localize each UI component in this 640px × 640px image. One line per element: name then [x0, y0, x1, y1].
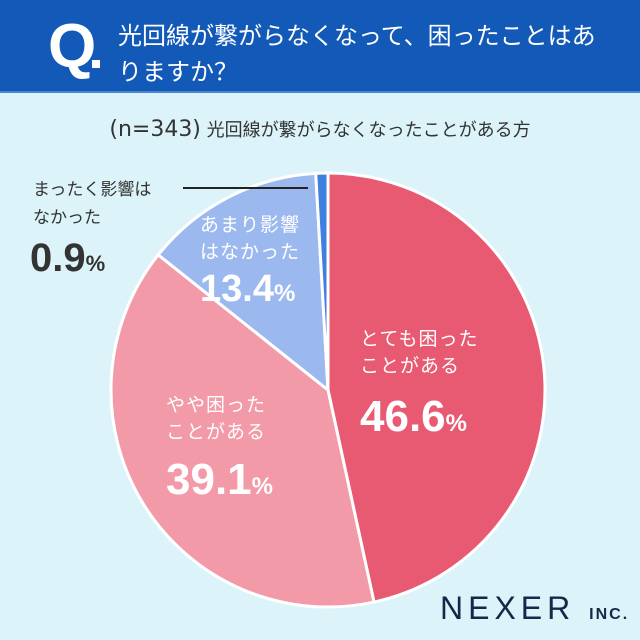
pie-slice-2 [156, 171, 330, 394]
nexer-logo: NEXER INC. [440, 590, 630, 626]
sample-description: 光回線が繋がらなくなったことがある方 [206, 120, 531, 141]
slice-value-3: 0.9% [30, 236, 106, 280]
slice-label-1: やや困った ことがある [166, 394, 267, 443]
slice-value-1: 39.1% [166, 455, 273, 504]
slice-label-2: あまり影響 はなかった [200, 214, 301, 263]
question-header: Q 光回線が繋がらなくなって、困ったことはありますか？ [0, 0, 640, 93]
question-title: 光回線が繋がらなくなって、困ったことはありますか？ [118, 22, 596, 86]
slice-value-2: 13.4% [200, 268, 296, 310]
sample-size: (n=343) [109, 117, 201, 142]
pie-slice-1 [109, 252, 376, 609]
slice-value-0: 46.6% [360, 392, 467, 441]
pie-slice-3 [314, 171, 330, 391]
slice-label-0: とても困った ことがある [360, 328, 479, 377]
q-mark: Q [48, 12, 97, 81]
slice-label-3: まったく影響は なかった [33, 180, 152, 228]
q-dot [92, 60, 100, 68]
sample-subtitle: (n=343) 光回線が繋がらなくなったことがある方 [0, 116, 640, 142]
pie-slice-0 [326, 171, 547, 604]
